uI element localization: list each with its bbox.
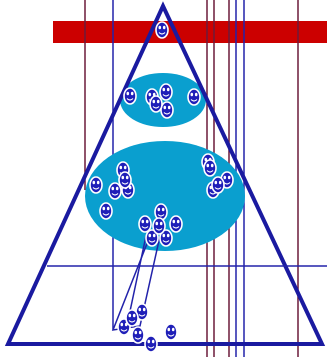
upper-group-smiley-face-icon [149, 95, 163, 113]
red-banner [53, 21, 327, 43]
upper-group-ellipse [120, 73, 206, 127]
base-smiley-face-icon [131, 326, 145, 344]
lower-group-smiley-face-icon [154, 203, 168, 221]
lower-group-smiley-face-icon [152, 217, 166, 235]
lower-group-smiley-face-icon [89, 176, 103, 194]
base-smiley-face-icon [164, 323, 178, 341]
people-layer [89, 21, 234, 353]
upper-group-smiley-face-icon [159, 83, 173, 101]
base-smiley-face-icon [135, 303, 149, 321]
lower-group-smiley-face-icon [108, 182, 122, 200]
lower-group-smiley-face-icon [99, 202, 113, 220]
pyramid-triangle [4, 1, 326, 346]
apex-smiley-face-icon [155, 21, 169, 39]
lower-group-smiley-face-icon [159, 229, 173, 247]
upper-group-smiley-face-icon [187, 88, 201, 106]
upper-group-smiley-face-icon [160, 101, 174, 119]
lower-group-smiley-face-icon [211, 176, 225, 194]
base-smiley-face-icon [125, 309, 139, 327]
lower-group-smiley-face-icon [118, 171, 132, 189]
lower-group-smiley-face-icon [203, 159, 217, 177]
lower-group-smiley-face-icon [169, 215, 183, 233]
lower-group-smiley-face-icon [138, 215, 152, 233]
lower-group-smiley-face-icon [145, 229, 159, 247]
upper-group-smiley-face-icon [123, 87, 137, 105]
base-smiley-face-icon [144, 335, 158, 353]
